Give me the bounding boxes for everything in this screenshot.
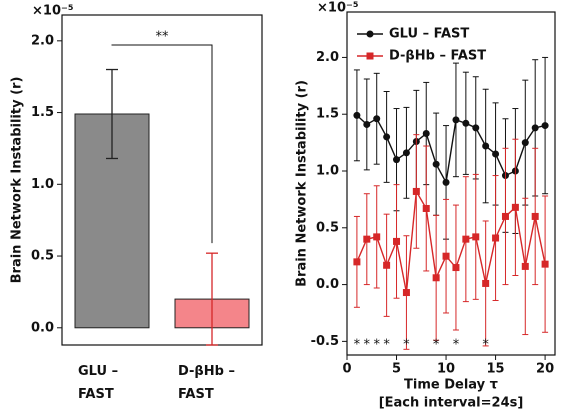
- point: [462, 235, 470, 243]
- point: [442, 178, 450, 186]
- y-tick-label: 1.5: [31, 105, 54, 120]
- point: [511, 203, 519, 211]
- point: [531, 124, 539, 132]
- significance-marker: *: [364, 338, 371, 353]
- y-tick-label: 2.0: [31, 33, 54, 48]
- point: [492, 234, 500, 242]
- significance-marker: *: [373, 338, 380, 353]
- significance-marker: *: [482, 338, 489, 353]
- y-tick-label: 1.5: [316, 107, 339, 122]
- point: [353, 111, 361, 119]
- point: [383, 261, 391, 269]
- plot-frame: [346, 11, 556, 356]
- x-tick-label: 20: [536, 362, 554, 377]
- significance-marker: *: [453, 338, 460, 353]
- axis-multiplier: ×10⁻⁵: [317, 1, 359, 16]
- legend-label: GLU – FAST: [389, 27, 469, 42]
- y-tick-label: 0.5: [316, 220, 339, 235]
- significance-marker: *: [383, 338, 390, 353]
- point: [531, 212, 539, 220]
- point: [422, 130, 430, 138]
- x-axis-sublabel: [Each interval=24s]: [379, 396, 524, 411]
- point: [482, 279, 490, 287]
- point: [541, 122, 549, 130]
- x-tick-label: 5: [392, 362, 401, 377]
- x-tick-label: 0: [342, 362, 351, 377]
- point: [521, 262, 529, 270]
- point: [393, 156, 401, 164]
- y-tick-label: -0.5: [311, 334, 339, 349]
- significance-bracket: [111, 44, 213, 244]
- significance-marker: *: [433, 338, 440, 353]
- plot-frame: [61, 14, 263, 346]
- axis-multiplier: ×10⁻⁵: [32, 4, 74, 19]
- point: [442, 252, 450, 260]
- point: [422, 204, 430, 212]
- x-axis-label: Time Delay τ: [404, 378, 498, 393]
- point: [521, 139, 529, 147]
- x-tick-label: 10: [437, 362, 455, 377]
- point: [383, 133, 391, 141]
- legend-marker: [366, 30, 374, 38]
- point: [462, 119, 470, 127]
- legend-label: D-βHb – FAST: [389, 49, 486, 64]
- significance-marker: *: [403, 338, 410, 353]
- point: [501, 212, 509, 220]
- point: [373, 233, 381, 241]
- point: [402, 149, 410, 157]
- point: [353, 258, 361, 266]
- point: [472, 233, 480, 241]
- point: [432, 160, 440, 168]
- y-tick-label: 0.0: [316, 277, 339, 292]
- y-tick-label: 2.0: [316, 50, 339, 65]
- point: [373, 115, 381, 123]
- point: [363, 235, 371, 243]
- significance-label: **: [156, 30, 170, 45]
- x-tick-label: D-βHb – FAST: [178, 364, 235, 402]
- legend-marker: [366, 52, 374, 60]
- point: [482, 142, 490, 150]
- y-tick-label: 0.5: [31, 249, 54, 264]
- point: [452, 264, 460, 272]
- point: [402, 289, 410, 297]
- y-tick-label: 1.0: [31, 177, 54, 192]
- point: [492, 150, 500, 158]
- x-tick-label: 15: [487, 362, 505, 377]
- point: [432, 274, 440, 282]
- point: [393, 237, 401, 245]
- point: [472, 124, 480, 132]
- x-tick-label: GLU – FAST: [78, 364, 118, 402]
- point: [412, 187, 420, 195]
- significance-marker: *: [354, 338, 361, 353]
- point: [452, 116, 460, 124]
- y-tick-label: 1.0: [316, 164, 339, 179]
- point: [363, 120, 371, 128]
- y-axis-label: Brain Network Instability (r): [295, 80, 310, 287]
- y-tick-label: 0.0: [31, 320, 54, 335]
- y-axis-label: Brain Network Instability (r): [10, 77, 25, 284]
- point: [541, 260, 549, 268]
